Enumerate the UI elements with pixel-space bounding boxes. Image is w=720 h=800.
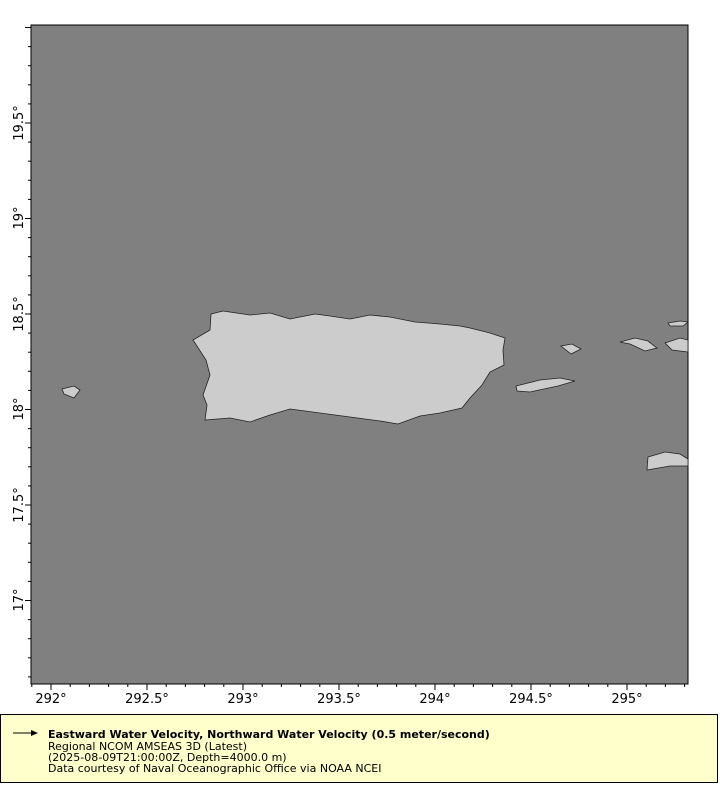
legend-dataset: Regional NCOM AMSEAS 3D (Latest) <box>48 740 247 753</box>
y-axis-labels: 19.5° 19° 18.5° 18° 17.5° 17° <box>12 105 27 611</box>
x-tick-label: 294.5° <box>509 692 553 707</box>
x-tick-label: 293.5° <box>317 692 361 707</box>
legend-time-depth: (2025-08-09T21:00:00Z, Depth=4000.0 m) <box>48 751 287 764</box>
legend-credit: Data courtesy of Naval Oceanographic Off… <box>48 762 382 775</box>
y-tick-label: 17° <box>12 588 27 611</box>
tortola-island <box>667 320 689 327</box>
x-tick-label: 292° <box>35 692 66 707</box>
y-tick-label: 19.5° <box>12 105 27 140</box>
puerto-rico <box>192 310 506 425</box>
y-tick-label: 19° <box>12 206 27 229</box>
culebra-island <box>560 343 582 355</box>
x-tick-label: 294° <box>419 692 450 707</box>
land <box>61 310 689 471</box>
y-tick-label: 18.5° <box>12 296 27 331</box>
x-tick-label: 295° <box>611 692 642 707</box>
y-tick-label: 18° <box>12 397 27 420</box>
x-axis-labels: 292° 292.5° 293° 293.5° 294° 294.5° 295° <box>35 692 642 707</box>
y-tick-label: 17.5° <box>12 487 27 522</box>
mona-island <box>61 385 81 399</box>
map-plot: 292° 292.5° 293° 293.5° 294° 294.5° 295°… <box>12 24 689 707</box>
st-thomas-island <box>619 337 658 352</box>
arrow-right-icon <box>13 730 38 736</box>
legend-title: Eastward Water Velocity, Northward Water… <box>48 728 490 741</box>
axis-ticks <box>25 27 686 690</box>
vieques-island <box>515 377 576 393</box>
legend: Eastward Water Velocity, Northward Water… <box>0 714 718 783</box>
st-john-island <box>664 337 689 353</box>
x-tick-label: 293° <box>227 692 258 707</box>
x-tick-label: 292.5° <box>125 692 169 707</box>
st-croix-island <box>646 451 689 471</box>
